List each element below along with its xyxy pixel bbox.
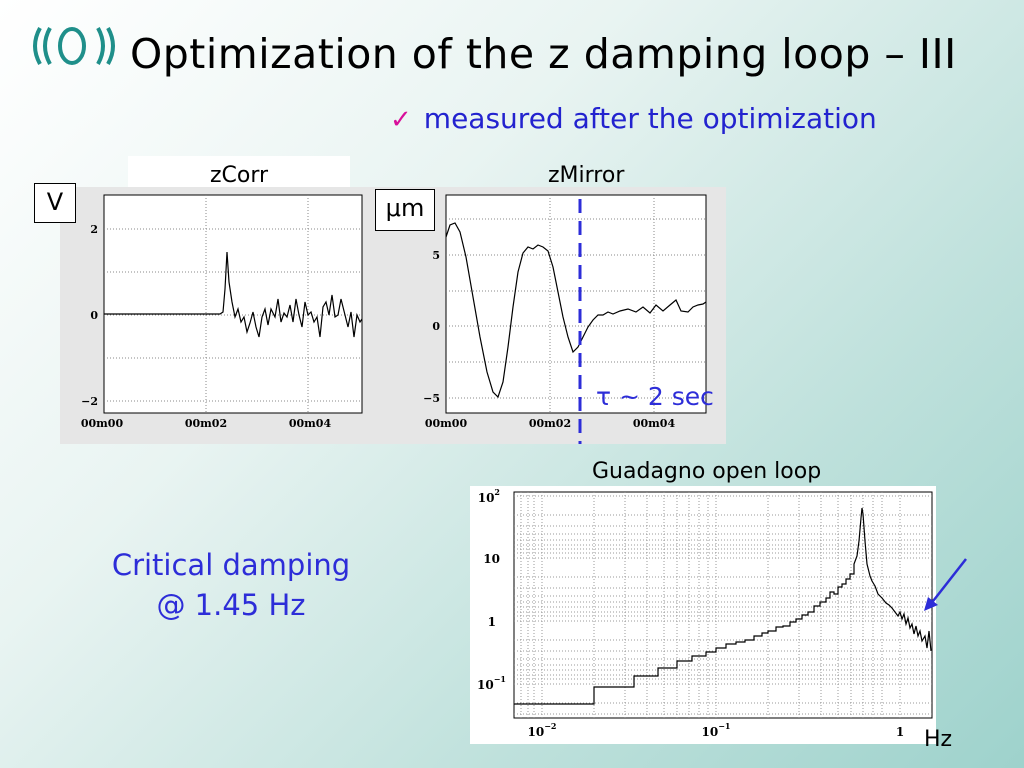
zcorr-ytick: −2 <box>81 395 98 408</box>
openloop-ytick: 10−1 <box>477 674 506 692</box>
zmirror-xtick: 00m04 <box>633 417 676 430</box>
zmirror-trace <box>445 222 707 399</box>
zmirror-title: zMirror <box>548 163 625 188</box>
openloop-title: Guadagno open loop <box>592 459 822 484</box>
zcorr-ytick: 2 <box>90 223 98 236</box>
zcorr-plot: 2 0 −2 00m00 00m02 00m04 <box>60 187 400 444</box>
zcorr-title: zCorr <box>128 156 350 190</box>
slide-title: Optimization of the z damping loop – III <box>130 30 957 78</box>
zmirror-ytick: 5 <box>432 249 440 262</box>
subtitle-text: measured after the optimization <box>423 102 877 135</box>
zmirror-ytick: 0 <box>432 320 440 333</box>
critical-damping-line2: @ 1.45 Hz <box>156 588 306 622</box>
zmirror-xtick: 00m02 <box>529 417 571 430</box>
tau-annotation: τ ~ 2 sec <box>596 382 714 411</box>
openloop-xtick: 1 <box>896 725 904 739</box>
openloop-ytick: 1 <box>488 615 496 629</box>
zcorr-xtick: 00m00 <box>81 417 124 430</box>
critical-damping-line1: Critical damping <box>111 548 351 582</box>
zcorr-unit-label: V <box>34 183 76 223</box>
zcorr-xtick: 00m02 <box>185 417 227 430</box>
zmirror-xtick: 00m00 <box>425 417 468 430</box>
virgo-logo-icon <box>33 27 115 65</box>
openloop-ytick: 102 <box>478 487 500 505</box>
openloop-trace <box>514 507 932 705</box>
zcorr-xtick: 00m04 <box>289 417 332 430</box>
openloop-ytick: 10 <box>483 552 500 566</box>
checkmark-icon: ✓ <box>390 105 412 135</box>
openloop-plot: 102 10 1 10−1 10−2 10−1 1 <box>470 486 936 744</box>
zcorr-ytick: 0 <box>90 309 98 322</box>
zmirror-unit-label: μm <box>375 189 435 231</box>
arrow-icon <box>924 558 967 611</box>
subtitle: ✓ measured after the optimization <box>390 102 877 135</box>
zmirror-ytick: −5 <box>423 392 440 405</box>
zcorr-trace <box>104 251 363 338</box>
openloop-xtick: 10−1 <box>702 721 731 739</box>
zmirror-plot: 5 0 −5 00m00 00m02 00m04 <box>398 187 726 444</box>
openloop-x-unit: Hz <box>924 727 953 752</box>
openloop-xtick: 10−2 <box>528 721 557 739</box>
